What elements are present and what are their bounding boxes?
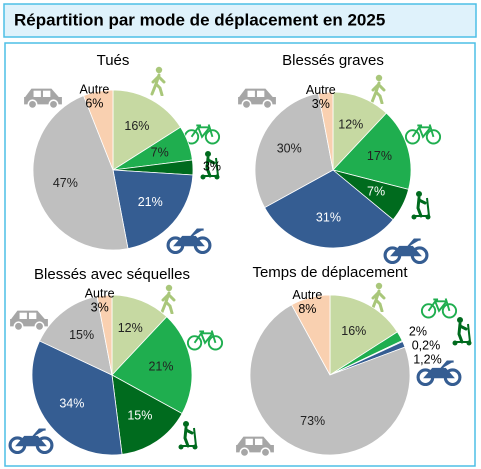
value-label: 1,2% (413, 353, 442, 367)
value-label: 16% (341, 324, 366, 338)
value-label: 17% (367, 149, 392, 163)
pie-slice (317, 91, 334, 171)
pie-slice (291, 294, 331, 376)
value-label: 30% (277, 142, 302, 156)
value-label: 3% (203, 160, 221, 174)
value-label: 21% (138, 195, 163, 209)
value-label: 12% (338, 117, 363, 131)
category-label: Autre (85, 286, 115, 300)
pie-slice (254, 92, 334, 209)
value-label: 8% (298, 302, 316, 316)
pie-slice (332, 112, 412, 190)
chart-title: Blessés graves (282, 52, 384, 69)
pie-slice (111, 316, 193, 415)
pie-slice (112, 169, 194, 250)
chart-title: Blessés avec séquelles (34, 266, 190, 283)
pie-slice (83, 89, 114, 171)
value-label: 0,2% (412, 339, 441, 353)
value-label: 12% (118, 321, 143, 335)
category-label: Autre (292, 288, 322, 302)
category-label: Autre (306, 83, 336, 97)
value-label: 3% (91, 300, 109, 314)
category-label: Autre (79, 82, 109, 96)
pie-slice (111, 374, 183, 455)
panel (4, 42, 476, 467)
value-label: 31% (316, 210, 341, 224)
title-bar (3, 3, 477, 38)
value-label: 7% (367, 184, 385, 198)
value-label: 15% (127, 408, 152, 422)
value-label: 21% (148, 360, 173, 374)
value-label: 73% (300, 414, 325, 428)
value-label: 34% (59, 396, 84, 410)
pie-slice (96, 294, 113, 376)
pie-slice (32, 95, 129, 251)
value-label: 47% (53, 176, 78, 190)
value-label: 15% (69, 328, 94, 342)
pie-slice (264, 169, 394, 249)
value-label: 3% (312, 97, 330, 111)
chart-title: Tués (97, 52, 130, 69)
value-label: 16% (124, 119, 149, 133)
value-label: 7% (151, 145, 169, 159)
pie-slice (249, 304, 411, 456)
chart-title: Temps de déplacement (252, 264, 408, 281)
value-label: 2% (409, 325, 427, 339)
pie-slice (112, 89, 182, 171)
value-label: 6% (85, 96, 103, 110)
pie-slice (39, 295, 113, 376)
pie-slice (111, 294, 168, 377)
pie-slice (329, 294, 398, 376)
page-title: Répartition par mode de déplacement en 2… (14, 10, 385, 29)
